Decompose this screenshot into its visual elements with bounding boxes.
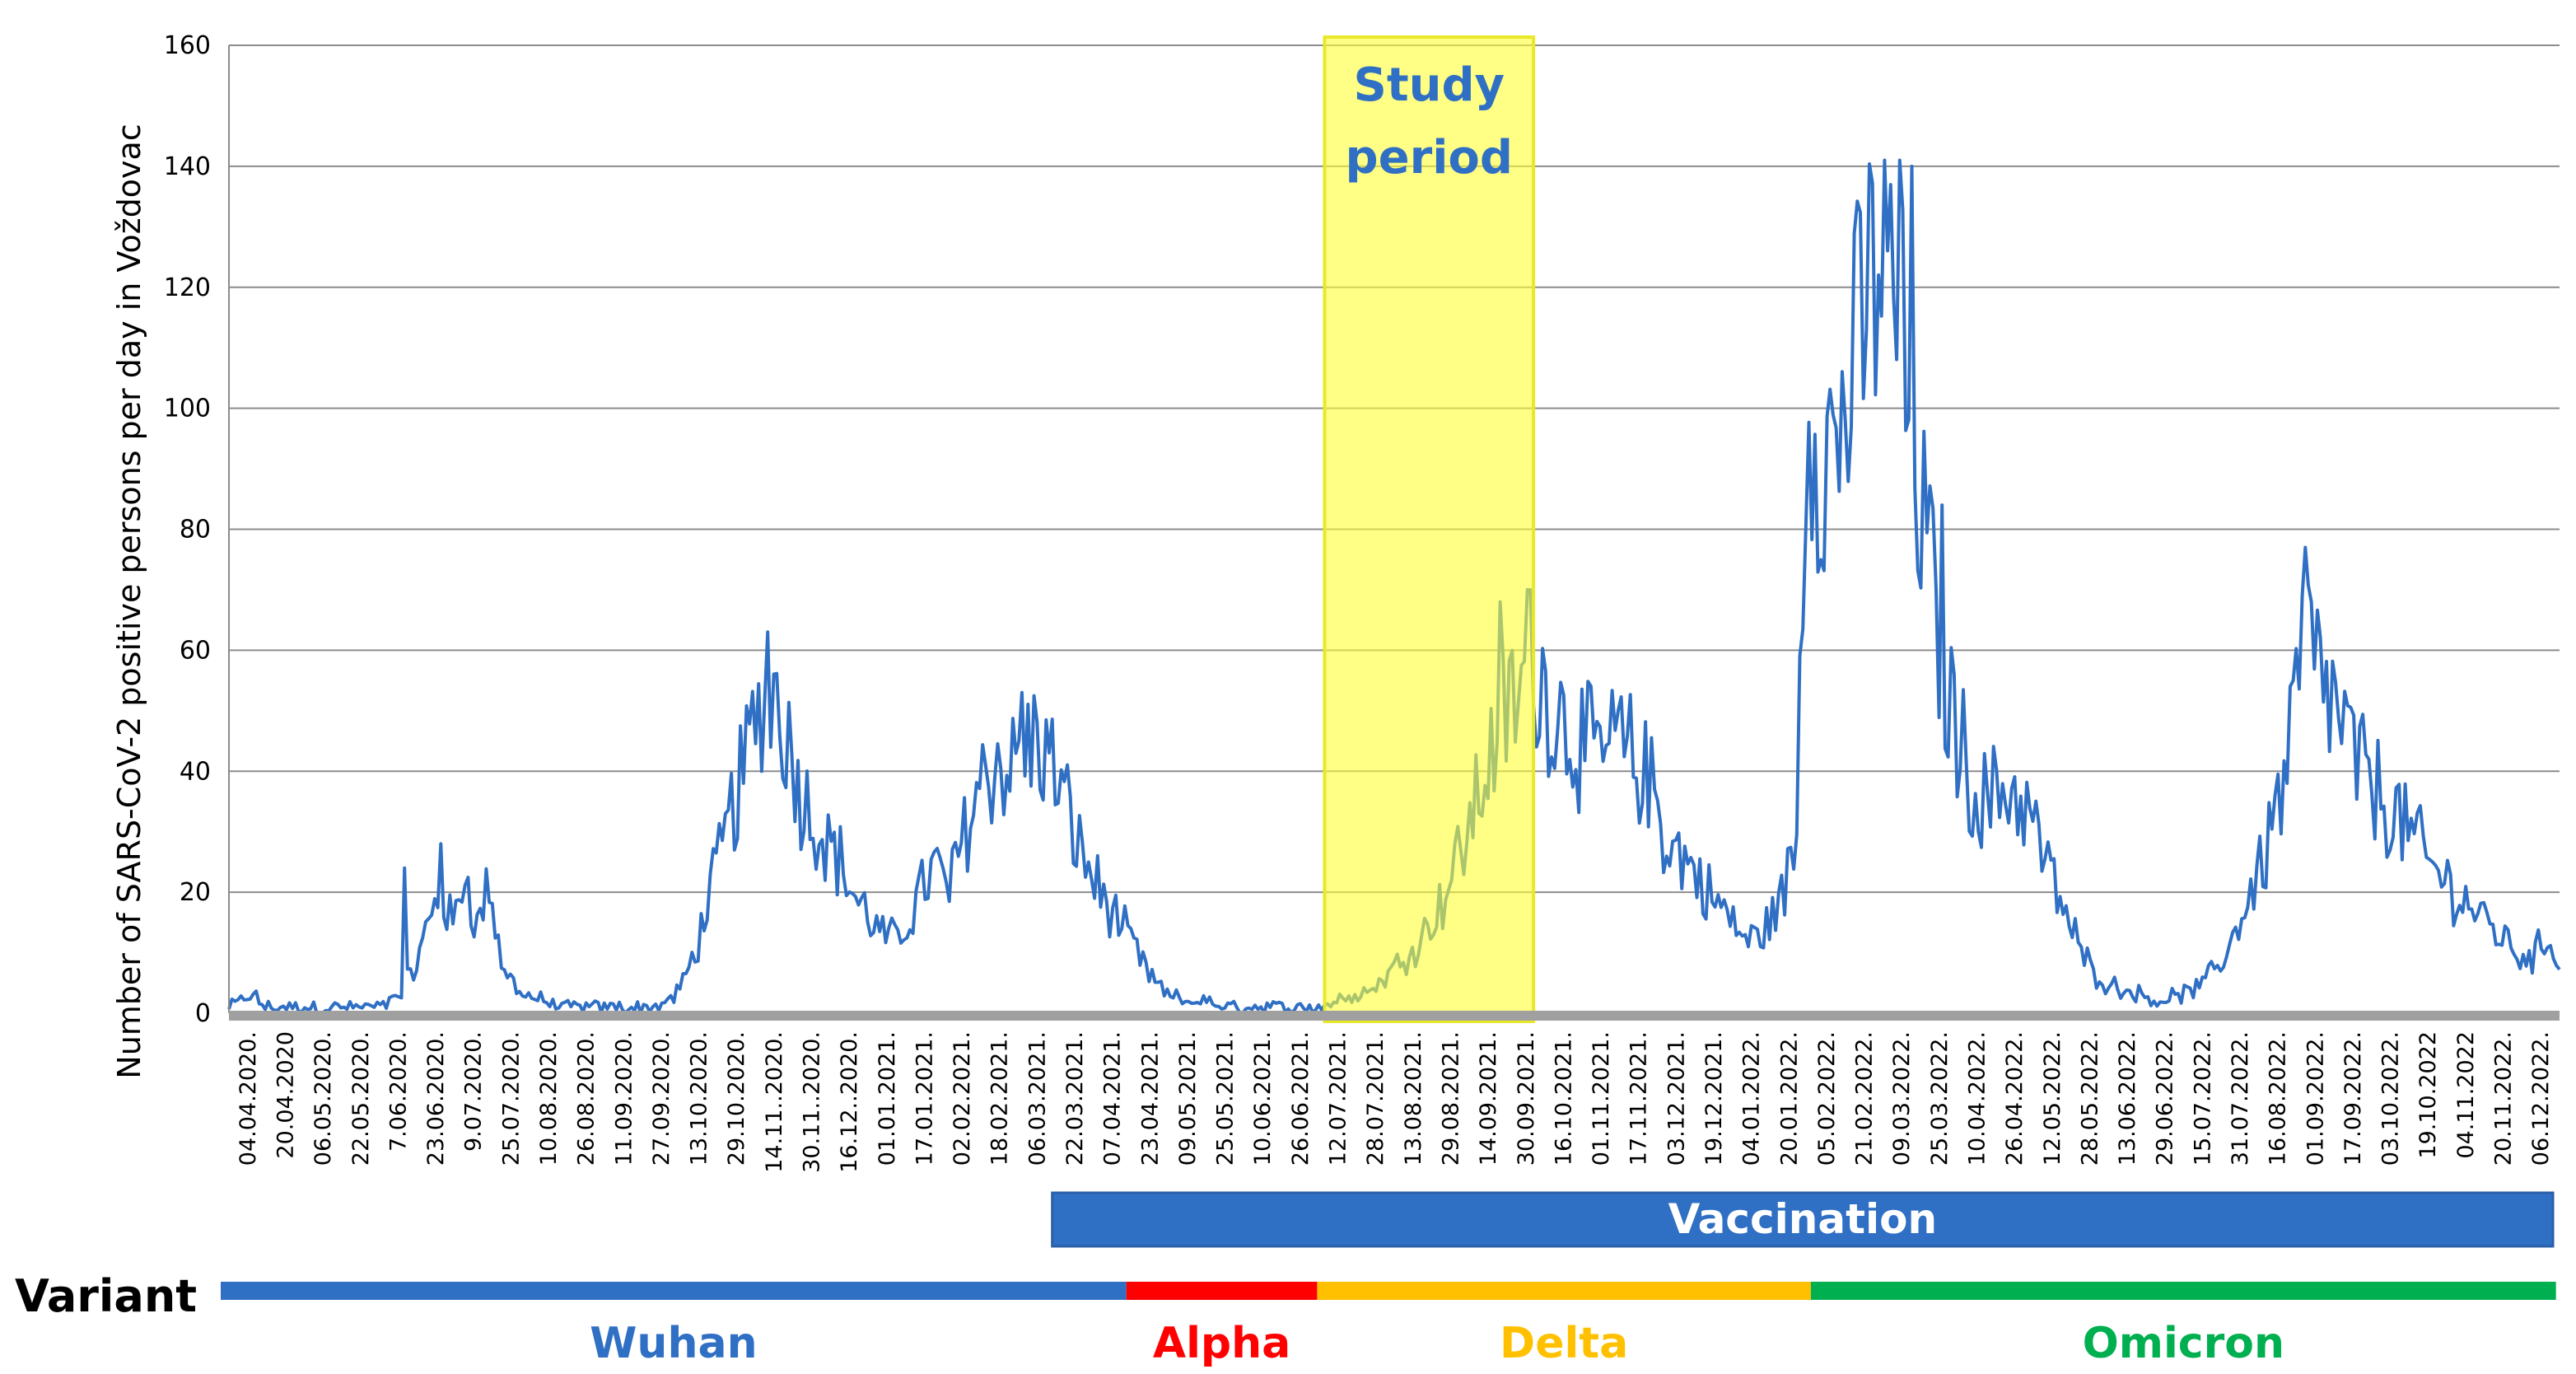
y-tick-label: 160 — [164, 31, 211, 60]
study-period-label-line1: Study — [1353, 58, 1505, 112]
x-tick-label: 30.09.2021. — [1514, 1031, 1539, 1166]
x-tick-label: 19.10.2022 — [2415, 1031, 2441, 1159]
x-tick-label: 26.06.2021. — [1288, 1031, 1314, 1166]
variant-bar-omicron — [1810, 1282, 2556, 1300]
x-tick-label: 31.07.2022. — [2228, 1031, 2253, 1166]
x-tick-label: 05.02.2022. — [1814, 1031, 1840, 1166]
x-tick-label: 22.05.2020. — [348, 1031, 374, 1166]
x-tick-label: 17.09.2022. — [2340, 1031, 2366, 1166]
x-tick-label: 12.07.2021. — [1326, 1031, 1351, 1166]
x-tick-label: 06.12.2022. — [2528, 1031, 2554, 1166]
y-tick-label: 80 — [180, 516, 211, 544]
x-tick-label: 16.12..2020. — [837, 1031, 862, 1173]
x-tick-label: 09.05.2021. — [1175, 1031, 1201, 1166]
x-tick-label: 16.10.2021. — [1551, 1031, 1576, 1166]
y-tick-label: 120 — [164, 273, 211, 302]
y-tick-label: 140 — [164, 152, 211, 181]
x-axis-baseline — [229, 1011, 2560, 1021]
variant-name-wuhan: Wuhan — [590, 1319, 758, 1368]
y-tick-label: 40 — [180, 757, 211, 786]
legend-layer: Vaccination Variant Wuhan Alpha Delta Omicron — [15, 1191, 2556, 1368]
x-tick-label: 14.11..2020. — [762, 1031, 787, 1173]
x-tick-label: 11.09.2020. — [611, 1031, 637, 1166]
y-tick-label: 100 — [164, 395, 211, 423]
x-tick-label: 29.10.2020. — [724, 1031, 749, 1166]
x-tick-label: 01.01.2021. — [875, 1031, 900, 1166]
variant-bar-delta — [1317, 1282, 1811, 1300]
study-period-layer: Study period — [1323, 35, 1536, 1023]
vaccination-bar — [1051, 1191, 2555, 1248]
x-tick-label: 28.05.2022. — [2077, 1031, 2102, 1166]
x-tick-label: 9.07.2020. — [461, 1031, 487, 1152]
y-tick-label: 20 — [180, 878, 211, 907]
x-tick-label: 30.11..2020. — [800, 1031, 825, 1173]
x-tick-label: 07.04.2021. — [1100, 1031, 1126, 1166]
y-axis: 0 20 40 60 80 100 120 140 160 — [164, 31, 230, 1028]
x-tick-label: 04.04.2020. — [236, 1031, 261, 1166]
x-tick-label: 23.06.2020. — [423, 1031, 449, 1166]
x-tick-label: 25.07.2020. — [498, 1031, 524, 1166]
x-tick-label: 17.11.2021. — [1626, 1031, 1652, 1166]
study-period-label-line2: period — [1346, 131, 1513, 185]
x-tick-label: 13.06.2022. — [2115, 1031, 2140, 1166]
x-tick-label: 20.01.2022. — [1776, 1031, 1802, 1166]
y-tick-label: 60 — [180, 636, 211, 665]
x-tick-label: 26.08.2020. — [574, 1031, 600, 1166]
x-tick-label: 25.05.2021. — [1213, 1031, 1239, 1166]
x-tick-label: 14.09.2021. — [1476, 1031, 1501, 1166]
y-tick-label: 0 — [195, 999, 211, 1028]
x-tick-label: 15.07.2022. — [2190, 1031, 2215, 1166]
x-axis: 04.04.2020. 20.04.2020 06.05.2020. 22.05.20… — [229, 1011, 2560, 1173]
x-tick-label: 02.02.2021. — [950, 1031, 975, 1166]
variant-bar-alpha — [1126, 1282, 1318, 1300]
x-tick-label: 18.02.2021. — [987, 1031, 1013, 1166]
x-tick-label: 13.10.2020. — [687, 1031, 712, 1166]
x-tick-label: 17.01.2021. — [912, 1031, 937, 1166]
x-tick-label: 16.08.2022. — [2266, 1031, 2291, 1166]
x-tick-label: 21.02.2022. — [1852, 1031, 1878, 1166]
x-tick-label: 20.04.2020 — [273, 1031, 299, 1159]
x-tick-label: 01.11.2021. — [1589, 1031, 1614, 1166]
x-tick-label: 25.03.2022. — [1927, 1031, 1953, 1166]
variant-bar-wuhan — [221, 1282, 1127, 1300]
x-tick-label: 27.09.2020. — [649, 1031, 674, 1166]
x-tick-label: 06.05.2020. — [310, 1031, 336, 1166]
x-tick-label: 28.07.2021. — [1363, 1031, 1388, 1166]
variant-label: Variant — [15, 1270, 197, 1322]
x-tick-label: 04.01.2022. — [1739, 1031, 1765, 1166]
x-tick-label: 03.12.2021. — [1664, 1031, 1689, 1166]
variant-name-delta: Delta — [1500, 1319, 1628, 1368]
vaccination-label: Vaccination — [1668, 1195, 1937, 1243]
y-axis-label: Number of SARS-CoV-2 positive persons pe… — [111, 124, 147, 1078]
variant-name-alpha: Alpha — [1153, 1319, 1290, 1368]
x-tick-label: 03.10.2022. — [2378, 1031, 2404, 1166]
x-tick-label: 04.11.2022 — [2453, 1031, 2479, 1159]
x-tick-label: 23.04.2021. — [1137, 1031, 1163, 1166]
x-tick-label: 10.04.2022. — [1965, 1031, 1990, 1166]
x-tick-label: 01.09.2022. — [2303, 1031, 2328, 1166]
x-tick-label: 19.12.2021. — [1701, 1031, 1727, 1166]
x-tick-label: 29.06.2022. — [2153, 1031, 2178, 1166]
x-tick-label: 20.11.2022. — [2491, 1031, 2517, 1166]
x-tick-label: 7.06.2020. — [385, 1031, 411, 1152]
x-tick-label: 10.08.2020. — [536, 1031, 562, 1166]
x-tick-label: 12.05.2022. — [2040, 1031, 2065, 1166]
x-tick-label: 13.08.2021. — [1401, 1031, 1426, 1166]
x-tick-label: 22.03.2021. — [1062, 1031, 1088, 1166]
variant-name-omicron: Omicron — [2083, 1319, 2284, 1368]
study-period-box — [1323, 35, 1536, 1023]
x-tick-label: 29.08.2021. — [1439, 1031, 1464, 1166]
x-tick-label: 10.06.2021. — [1250, 1031, 1276, 1166]
x-tick-label: 26.04.2022. — [2002, 1031, 2028, 1166]
x-tick-label: 06.03.2021. — [1024, 1031, 1050, 1166]
x-tick-label: 09.03.2022. — [1889, 1031, 1915, 1166]
